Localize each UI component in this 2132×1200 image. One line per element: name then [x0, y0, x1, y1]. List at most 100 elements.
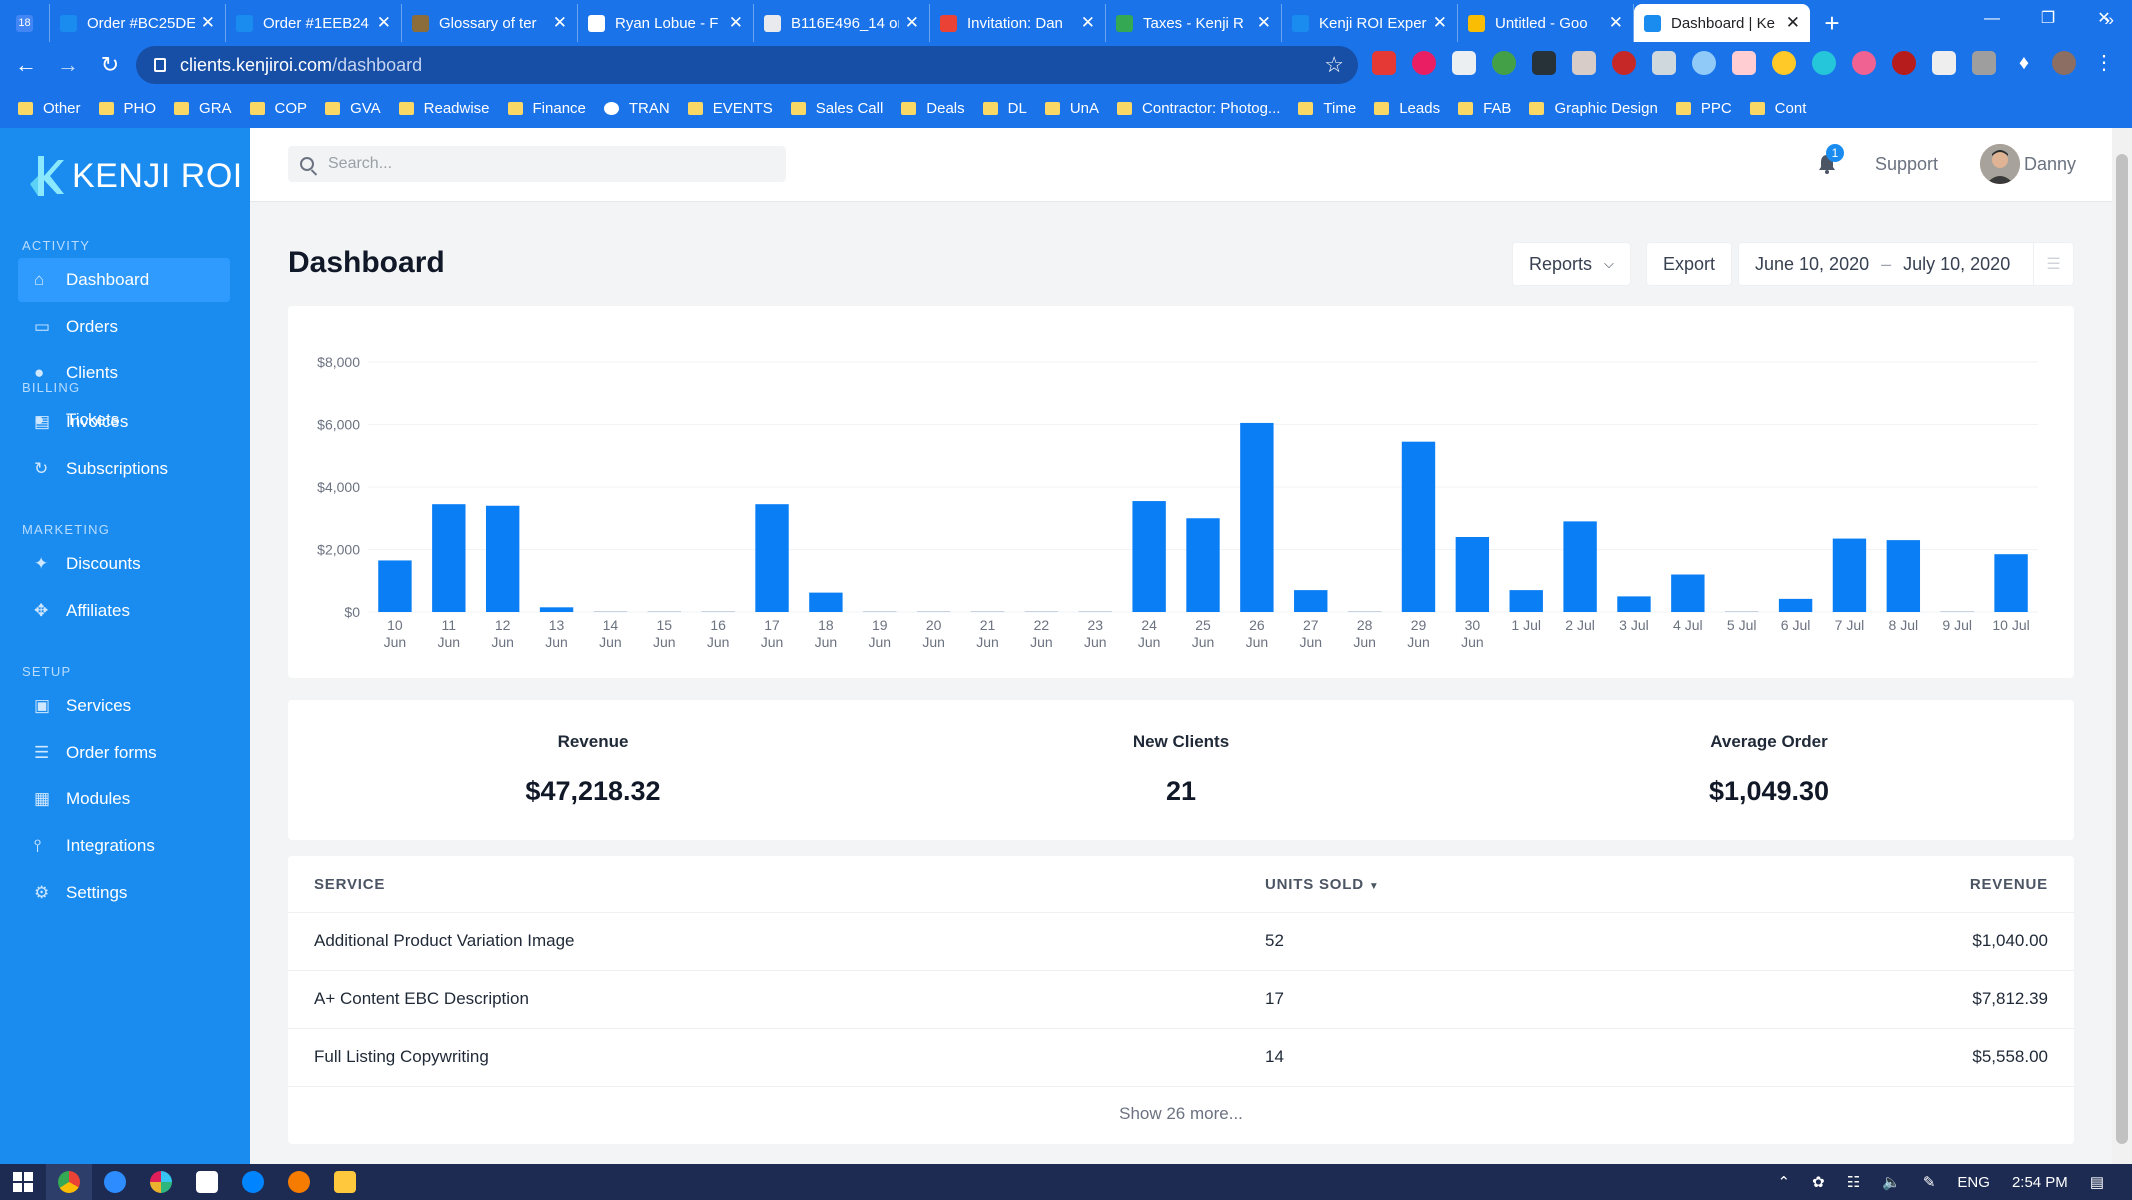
- sidebar-item-dashboard[interactable]: ⌂ Dashboard: [18, 258, 230, 302]
- bookmark-item[interactable]: Graphic Design: [1529, 100, 1658, 117]
- chart-bar[interactable]: [539, 607, 574, 612]
- browser-menu-icon[interactable]: ⋮: [2094, 52, 2114, 74]
- chart-bar[interactable]: [378, 560, 412, 612]
- volume-icon[interactable]: 🔈: [1882, 1174, 1901, 1191]
- extension-icon[interactable]: [1612, 51, 1636, 75]
- chart-bar[interactable]: [1778, 598, 1813, 612]
- bookmark-item[interactable]: GVA: [325, 100, 381, 117]
- bookmark-item[interactable]: Cont: [1749, 100, 1806, 117]
- wifi-icon[interactable]: ☷: [1846, 1174, 1861, 1191]
- bookmark-item[interactable]: DL: [982, 100, 1027, 117]
- language-indicator[interactable]: ENG: [1957, 1173, 1990, 1191]
- zoom-taskbar-icon[interactable]: [92, 1164, 138, 1200]
- notifications-icon[interactable]: ▤: [2089, 1174, 2104, 1191]
- slack-taskbar-icon[interactable]: [138, 1164, 184, 1200]
- tab-close-icon[interactable]: ✕: [376, 13, 391, 32]
- browser-tab[interactable]: Ryan Lobue - F ✕: [578, 4, 754, 42]
- sidebar-item-subscriptions[interactable]: ↻ Subscriptions: [18, 447, 230, 491]
- chart-bar[interactable]: [1024, 611, 1059, 612]
- table-row[interactable]: A+ Content EBC Description 17 $7,812.39: [288, 970, 2074, 1028]
- url-bar[interactable]: clients.kenjiroi.com/dashboard ☆: [136, 46, 1358, 84]
- extension-icon[interactable]: [1372, 51, 1396, 75]
- avatar[interactable]: [1980, 144, 2020, 184]
- table-row[interactable]: Full Listing Copywriting 14 $5,558.00: [288, 1028, 2074, 1086]
- reload-icon[interactable]: ↻: [100, 52, 120, 77]
- sidebar-item-settings[interactable]: ⚙ Settings: [18, 871, 230, 915]
- extension-icon[interactable]: [1772, 51, 1796, 75]
- bookmark-item[interactable]: Time: [1298, 100, 1356, 117]
- tab-close-icon[interactable]: ✕: [1432, 13, 1447, 32]
- chart-bar[interactable]: [1240, 422, 1274, 612]
- chart-bar[interactable]: [432, 504, 466, 612]
- new-tab-button[interactable]: +: [1824, 8, 1840, 38]
- extension-icon[interactable]: [1732, 51, 1756, 75]
- extensions-puzzle-icon[interactable]: ♦: [2018, 52, 2030, 74]
- close-window-icon[interactable]: ✕: [2097, 10, 2111, 27]
- browser-tab[interactable]: Taxes - Kenji R ✕: [1106, 4, 1282, 42]
- browser-tab[interactable]: Order #BC25DE ✕: [50, 4, 226, 42]
- tab-close-icon[interactable]: ✕: [1608, 13, 1623, 32]
- support-link[interactable]: Support: [1875, 154, 1939, 174]
- extension-icon[interactable]: [1652, 51, 1676, 75]
- column-header-units-sold[interactable]: UNITS SOLD ▼: [1265, 876, 1380, 893]
- extension-icon[interactable]: [1412, 51, 1436, 75]
- bookmark-item[interactable]: GRA: [174, 100, 232, 117]
- messenger-taskbar-icon[interactable]: [230, 1164, 276, 1200]
- extension-icon[interactable]: [1932, 51, 1956, 75]
- browser-tab[interactable]: Glossary of ter ✕: [402, 4, 578, 42]
- chart-bar[interactable]: [701, 611, 735, 612]
- extension-icon[interactable]: [1572, 51, 1596, 75]
- sidebar-item-clients[interactable]: ● Clients: [18, 351, 230, 395]
- bookmark-item[interactable]: EVENTS: [687, 100, 773, 117]
- chart-bar[interactable]: [1078, 611, 1112, 612]
- forward-icon[interactable]: →: [57, 52, 79, 77]
- bookmark-item[interactable]: Sales Call: [790, 100, 883, 117]
- bookmark-item[interactable]: UnA: [1044, 100, 1099, 117]
- sidebar-item-modules[interactable]: ▦ Modules: [18, 777, 230, 821]
- tab-close-icon[interactable]: ✕: [1080, 13, 1095, 32]
- bookmark-item[interactable]: Finance: [507, 100, 586, 117]
- browser-tab[interactable]: B116E496_14 or ✕: [754, 4, 930, 42]
- chart-bar[interactable]: [1994, 554, 2028, 612]
- chart-bar[interactable]: [1401, 441, 1436, 612]
- windows-start-icon[interactable]: [0, 1164, 46, 1200]
- bookmark-item[interactable]: Leads: [1374, 100, 1440, 117]
- sidebar-item-discounts[interactable]: ✦ Discounts: [18, 542, 230, 586]
- bookmarks-overflow-icon[interactable]: »: [2104, 10, 2114, 29]
- bookmark-item[interactable]: Contractor: Photog...: [1117, 100, 1280, 117]
- browser-tab[interactable]: Kenji ROI Exper ✕: [1282, 4, 1458, 42]
- page-scrollbar[interactable]: [2112, 128, 2132, 1164]
- chart-bar[interactable]: [1940, 611, 1974, 612]
- extension-icon[interactable]: [1852, 51, 1876, 75]
- extension-icon[interactable]: [1452, 51, 1476, 75]
- browser-tab[interactable]: Order #1EEB24 ✕: [226, 4, 402, 42]
- restore-icon[interactable]: ❐: [2040, 10, 2056, 27]
- chart-bar[interactable]: [755, 504, 789, 612]
- search-input[interactable]: Search...: [288, 146, 786, 182]
- export-button[interactable]: Export: [1646, 242, 1733, 286]
- chart-bar[interactable]: [1617, 596, 1651, 612]
- bookmark-item[interactable]: FAB: [1458, 100, 1511, 117]
- chart-bar[interactable]: [1347, 611, 1382, 612]
- browser-tab[interactable]: Invitation: Dan ✕: [930, 4, 1106, 42]
- extension-icon[interactable]: [1812, 51, 1836, 75]
- sidebar-item-services[interactable]: ▣ Services: [18, 684, 230, 728]
- chart-bar[interactable]: [1886, 540, 1921, 612]
- extension-icon[interactable]: [1892, 51, 1916, 75]
- bookmark-item[interactable]: Readwise: [398, 100, 490, 117]
- bookmark-item[interactable]: TRAN: [603, 100, 670, 117]
- date-range-picker[interactable]: June 10, 2020 – July 10, 2020 ☰: [1738, 242, 2074, 286]
- extension-icon[interactable]: [1492, 51, 1516, 75]
- chart-bar[interactable]: [1563, 521, 1597, 612]
- sidebar-item-orders[interactable]: ▭ Orders: [18, 305, 230, 349]
- chart-bar[interactable]: [1132, 501, 1166, 612]
- scrollbar-thumb[interactable]: [2116, 154, 2128, 1144]
- tray-app-icon[interactable]: ✿: [1812, 1174, 1825, 1191]
- user-name[interactable]: Danny: [2024, 154, 2077, 174]
- browser-tab[interactable]: 18: [0, 4, 50, 42]
- chrome-taskbar-icon[interactable]: [46, 1164, 92, 1200]
- tab-close-icon[interactable]: ✕: [552, 13, 567, 32]
- chart-bar[interactable]: [863, 611, 897, 612]
- file-explorer-taskbar-icon[interactable]: [322, 1164, 368, 1200]
- bookmark-item[interactable]: PHO: [98, 100, 156, 117]
